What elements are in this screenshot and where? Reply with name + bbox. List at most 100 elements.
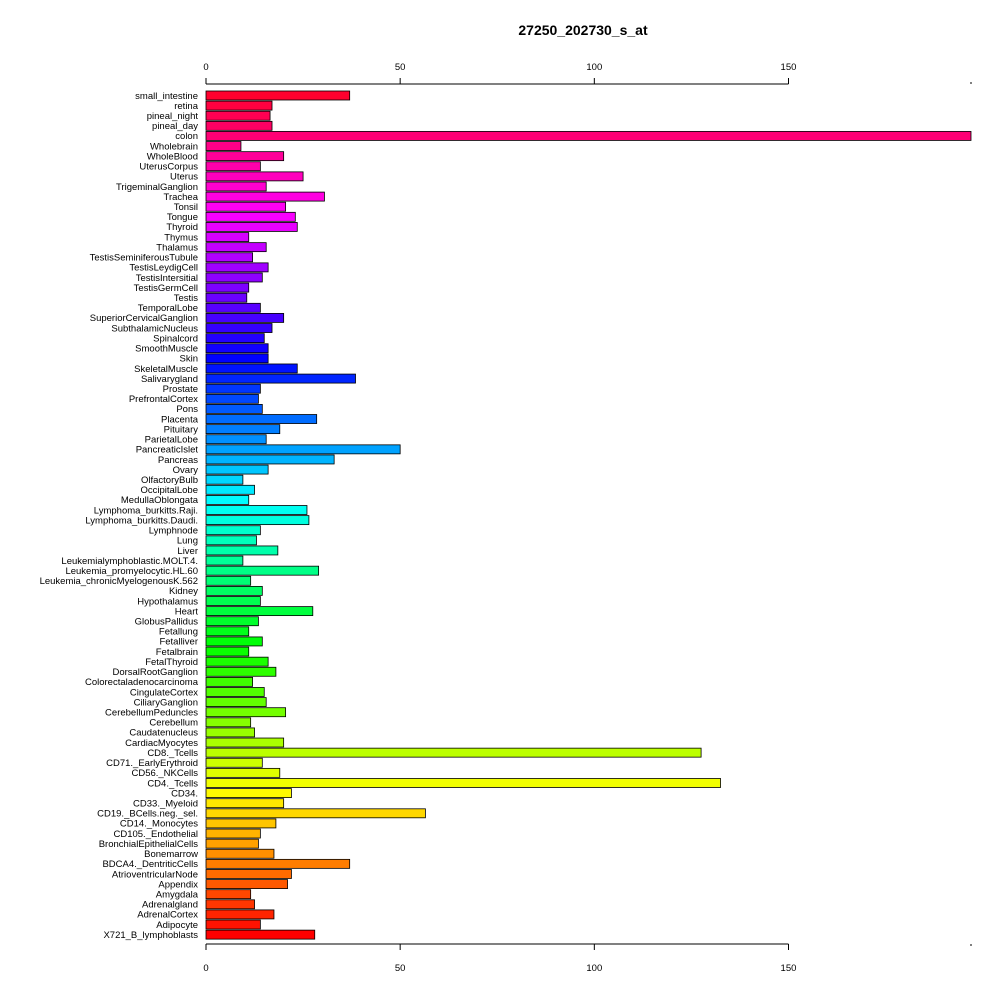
category-label: X721_B_lymphoblasts: [103, 930, 198, 941]
category-label: Thymus: [164, 232, 198, 243]
category-label: Leukemialymphoblastic.MOLT.4.: [61, 556, 198, 567]
bar: [205, 869, 292, 879]
bar: [205, 120, 273, 131]
category-label: Fetalbrain: [156, 647, 198, 658]
category-label: WholeBlood: [147, 151, 198, 162]
bar: [205, 707, 287, 718]
bar: [205, 676, 253, 687]
bar: [205, 899, 255, 910]
bar: [205, 141, 242, 151]
bar: [205, 828, 261, 839]
bar: [205, 323, 273, 333]
bar: [205, 131, 972, 141]
top-x-axis: 0 50 100 150: [203, 62, 972, 85]
bar: [205, 191, 325, 202]
category-label: PancreaticIslet: [136, 445, 199, 456]
category-label: Pituitary: [164, 424, 199, 435]
category-label: Bonemarrow: [144, 849, 198, 860]
bar: [205, 535, 257, 546]
bar: [205, 798, 285, 809]
bar: [205, 505, 308, 515]
bar: [205, 747, 702, 758]
category-label: TestisGermCell: [134, 283, 198, 294]
category-label: pineal_night: [147, 111, 199, 122]
bar: [205, 767, 281, 778]
category-label: CD19._BCells.neg._sel.: [97, 809, 198, 820]
category-label: CardiacMyocytes: [125, 738, 198, 749]
bar: [205, 242, 267, 253]
category-label: SmoothMuscle: [135, 344, 198, 355]
category-label: AdrenalCortex: [137, 910, 198, 921]
bar: [205, 626, 250, 637]
bar: [205, 222, 298, 232]
bar: [205, 302, 261, 313]
bar: [205, 262, 269, 273]
bar: [205, 575, 252, 586]
category-label: UterusCorpus: [139, 162, 198, 173]
bar: [205, 171, 304, 182]
bar: [205, 313, 285, 323]
bar: [205, 545, 279, 556]
category-label: Adipocyte: [156, 920, 198, 931]
category-label: CD33._Myeloid: [133, 799, 198, 810]
bar: [205, 929, 316, 940]
category-label: Thalamus: [156, 242, 198, 253]
bar: [205, 808, 426, 819]
bar: [205, 151, 285, 162]
bar: [205, 889, 252, 900]
category-label: AtrioventricularNode: [112, 869, 198, 880]
category-label: Pons: [176, 404, 198, 415]
category-label: small_intestine: [135, 91, 198, 102]
category-label: BronchialEpithelialCells: [99, 839, 199, 850]
bar: [205, 272, 263, 283]
bar: [205, 838, 259, 849]
category-label: Placenta: [161, 414, 199, 425]
bar: [205, 687, 265, 697]
bar: [205, 181, 267, 192]
category-label: TestisIntersitial: [136, 273, 198, 284]
bar: [205, 636, 263, 647]
bottom-axis-tick-label: 100: [586, 963, 602, 974]
category-label: Lymphoma_burkitts.Daudi.: [85, 515, 198, 526]
category-label: CD14._Monocytes: [120, 819, 198, 830]
category-label: SubthalamicNucleus: [111, 323, 198, 334]
bar: [205, 778, 721, 788]
category-label: Liver: [177, 546, 198, 557]
bar: [205, 292, 248, 303]
bar: [205, 424, 281, 435]
bar: [205, 333, 265, 344]
bar: [205, 373, 356, 384]
bar: [205, 201, 287, 212]
bar: [205, 363, 298, 374]
bar: [205, 596, 261, 606]
bar: [205, 484, 255, 495]
top-axis-tick-label: 100: [586, 62, 602, 73]
bar: [205, 879, 288, 889]
category-label: Salivarygland: [141, 374, 198, 385]
category-label: CD71._EarlyErythroid: [106, 758, 198, 769]
bar: [205, 737, 285, 748]
bar: [205, 717, 252, 728]
bar: [205, 110, 271, 121]
bar: [205, 353, 269, 364]
category-label: Leukemia_promyelocytic.HL.60: [65, 566, 198, 577]
category-label: Amygdala: [156, 889, 199, 900]
category-label: Wholebrain: [150, 141, 198, 152]
category-label: Testis: [174, 293, 199, 304]
category-label: Lymphnode: [149, 526, 198, 537]
bar: [205, 434, 267, 445]
bar: [205, 919, 261, 930]
category-labels-group: small_intestineretinapineal_nightpineal_…: [40, 91, 199, 941]
category-label: Ovary: [173, 465, 199, 476]
bar: [205, 232, 250, 242]
bar: [205, 454, 335, 465]
category-label: Uterus: [170, 172, 198, 183]
category-label: Appendix: [158, 879, 198, 890]
category-label: OccipitalLobe: [140, 485, 198, 496]
category-label: BDCA4._DentriticCells: [102, 859, 198, 870]
bar: [205, 646, 250, 657]
bar: [205, 404, 263, 414]
top-axis-tick-label: 50: [395, 62, 406, 73]
category-label: Adrenalgland: [142, 900, 198, 911]
bar: [205, 727, 255, 738]
